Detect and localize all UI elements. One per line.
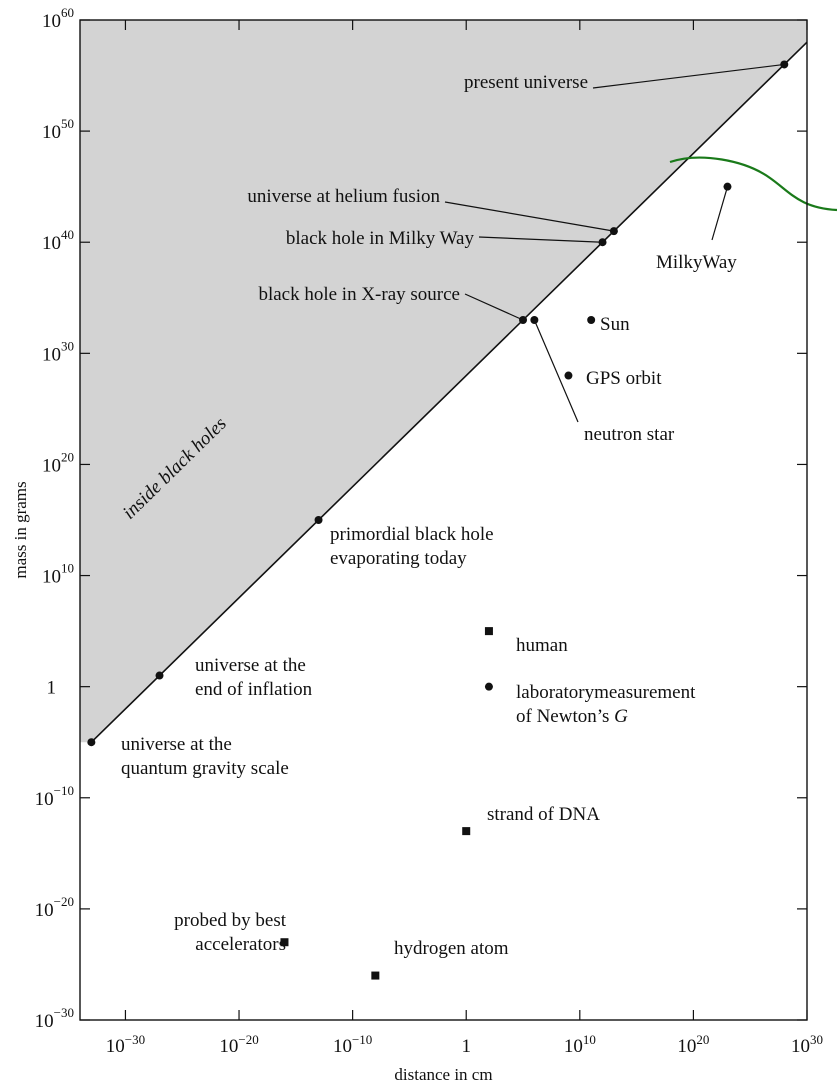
black-hole-in-x-ray-source-label: black hole in X-ray source [258,284,460,305]
black-hole-in-milky-way-label: black hole in Milky Way [286,228,475,249]
primordial-black-hole-evaporating-today-marker [314,516,323,524]
universe-at-helium-fusion-marker [609,227,618,236]
milkyway-label: MilkyWay [656,252,737,273]
inside-black-holes-region [80,20,807,743]
universe-at-the-end-of-inflation-marker [155,671,164,680]
x-tick-1020-label: 1020 [677,1032,709,1057]
black-hole-in-milky-way-marker [598,238,607,247]
data-markers [87,60,789,980]
probed-by-best-accelerators-marker [280,938,289,947]
universe-at-the-end-of-inflation-label: universe at the end of inflation [195,655,313,700]
primordial-black-hole-evaporating-today-label: primordial black hole evaporating today [330,524,494,569]
universe-at-the-quantum-gravity-scale-label: universe at the quantum gravity scale [121,734,289,779]
present-universe-label: present universe [464,72,588,93]
x-tick-10-30-label: 10−30 [106,1032,145,1057]
strand-of-dna-label: strand of DNA [487,804,600,825]
probed-by-best-accelerators-label: probed by best accelerators [174,910,287,955]
sun-label: Sun [600,314,630,335]
neutron-star-leader [533,319,579,423]
y-tick-1030-label: 1030 [42,338,74,365]
hydrogen-atom-marker [371,971,380,980]
universe-at-the-quantum-gravity-scale-marker [87,738,96,747]
laboratorymeasurement-of-newton-s-g-marker [484,682,493,691]
y-tick-10-30-label: 10−30 [35,1005,74,1032]
x-tick-10-10-label: 10−10 [333,1032,372,1057]
y-tick-10-10-label: 10−10 [35,783,74,810]
gps-orbit-marker [564,371,573,380]
laboratorymeasurement-of-newton-s-g-label: laboratorymeasurement of Newton’s G [516,682,696,727]
black-hole-in-x-ray-source-leader [464,293,524,321]
black-hole-in-x-ray-source-marker [519,316,528,324]
human-marker [484,627,493,636]
milkyway-leader [711,186,729,241]
x-tick-1030-label: 1030 [791,1032,823,1057]
y-tick-1020-label: 1020 [42,449,74,476]
black-hole-in-milky-way-leader [478,236,603,243]
y-tick-1040-label: 1040 [42,227,74,254]
neutron-star-label: neutron star [584,424,675,445]
milkyway-marker [723,182,732,191]
hydrogen-atom-label: hydrogen atom [394,938,509,959]
x-tick-10-20-label: 10−20 [219,1032,258,1057]
y-tick-10-20-label: 10−20 [35,894,74,921]
neutron-star-marker [530,316,539,324]
sun-marker [587,316,596,324]
x-tick-1010-label: 1010 [564,1032,596,1057]
y-tick-1060-label: 1060 [42,5,74,32]
universe-at-helium-fusion-leader [444,201,614,232]
point-labels: present universe universe at helium fusio… [121,72,737,959]
y-tick-1050-label: 1050 [42,116,74,143]
green-annotation-curve [669,156,837,212]
human-label: human [516,635,568,656]
y-axis-label: mass in grams [11,481,30,578]
present-universe-marker [780,60,789,69]
x-axis-label: distance in cm [394,1065,492,1084]
x-tick-1-label: 1 [461,1036,471,1057]
strand-of-dna-marker [462,827,471,836]
y-tick-1-label: 1 [47,678,57,699]
plot-frame [79,19,808,1021]
leader-lines [444,63,785,423]
y-tick-1010-label: 1010 [42,561,74,588]
universe-at-helium-fusion-label: universe at helium fusion [247,186,440,207]
gps-orbit-label: GPS orbit [586,368,662,389]
present-universe-leader [592,63,785,89]
